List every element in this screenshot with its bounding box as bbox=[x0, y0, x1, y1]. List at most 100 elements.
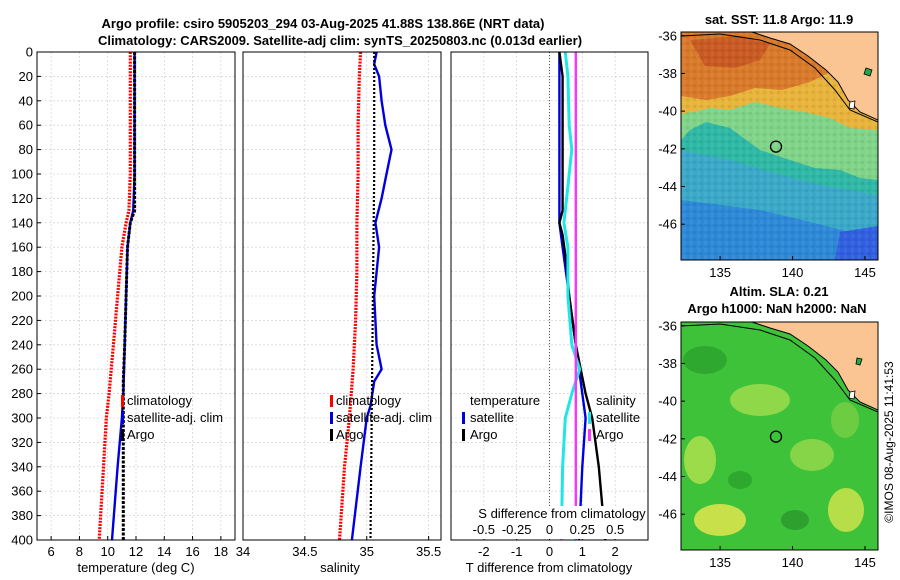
x-tick-label: 0 bbox=[546, 544, 553, 559]
legend-label-argo: Argo bbox=[127, 427, 154, 442]
difference-legend: temperature satellite Argo salinity sate… bbox=[462, 393, 640, 442]
imos-credit: ©IMOS 08-Aug-2025 11:41:53 bbox=[882, 361, 896, 523]
sla-map-title-line-2: Argo h1000: NaN h2000: NaN bbox=[687, 301, 866, 316]
x-tick-label: 34 bbox=[236, 544, 250, 559]
x-tick-label: 14 bbox=[157, 544, 171, 559]
legend-label-satellite: satellite-adj. clim bbox=[336, 410, 432, 425]
lat-tick-label: -38 bbox=[658, 66, 677, 81]
x-tick-label: 12 bbox=[129, 544, 143, 559]
legend-label-t-argo: Argo bbox=[470, 427, 497, 442]
series-t-argo bbox=[558, 51, 607, 541]
salinity-lines bbox=[337, 51, 393, 541]
sla-lat-tick-labels: -36 -38 -40 -42 -44 -46 bbox=[658, 318, 685, 522]
lon-tick-label: 145 bbox=[854, 265, 876, 280]
legend-swatch-satellite bbox=[330, 412, 333, 424]
salinity-grid bbox=[242, 51, 441, 541]
lat-tick-label: -40 bbox=[658, 394, 677, 409]
depth-tick-label: 0 bbox=[26, 45, 33, 60]
salinity-panel: 34 34.5 35 35.5 salinity climatology satell… bbox=[236, 51, 442, 575]
difference-panel: -2 -1 0 1 2 T difference from climatology S … bbox=[450, 51, 649, 575]
sla-lon-tick-labels: 135 140 145 bbox=[709, 546, 876, 570]
sst-map-frame bbox=[680, 31, 879, 261]
sst-map-title: sat. SST: 11.8 Argo: 11.9 bbox=[705, 12, 853, 27]
lon-tick-label: 140 bbox=[782, 555, 804, 570]
legend-label-t-satellite: satellite bbox=[470, 410, 514, 425]
lat-tick-label: -46 bbox=[658, 217, 677, 232]
depth-tick-label: 40 bbox=[19, 93, 33, 108]
s-axis-label-background bbox=[452, 506, 647, 539]
lat-tick-label: -40 bbox=[658, 104, 677, 119]
lon-tick-label: 140 bbox=[782, 265, 804, 280]
depth-tick-label: 80 bbox=[19, 142, 33, 157]
depth-tick-label: 340 bbox=[11, 459, 33, 474]
temperature-legend: climatology satellite-adj. clim Argo bbox=[121, 393, 223, 442]
depth-tick-labels: 0 20 40 60 80 100 120 140 160 180 200 220 240 260 280 3… bbox=[11, 45, 41, 548]
sla-land bbox=[751, 322, 878, 411]
depth-tick-label: 320 bbox=[11, 435, 33, 450]
temperature-xlabel: temperature (deg C) bbox=[77, 560, 194, 575]
difference-xlabel: T difference from climatology bbox=[466, 560, 633, 575]
series-s-satellite bbox=[559, 51, 582, 541]
x-tick-label: -1 bbox=[511, 544, 523, 559]
legend-label-s-satellite: satellite bbox=[596, 410, 640, 425]
x-tick-label: 34.5 bbox=[292, 544, 317, 559]
s-tick-label: -0.25 bbox=[502, 522, 532, 537]
title-line-1: Argo profile: csiro 5905203_294 03-Aug-2… bbox=[102, 16, 545, 31]
lat-tick-label: -36 bbox=[658, 318, 677, 333]
depth-tick-label: 200 bbox=[11, 289, 33, 304]
legend-title-salinity: salinity bbox=[596, 393, 636, 408]
s-tick-label: 0 bbox=[546, 522, 553, 537]
depth-tick-label: 140 bbox=[11, 215, 33, 230]
sst-argo-marker bbox=[769, 140, 783, 153]
x-tick-label: 2 bbox=[612, 544, 619, 559]
legend-label-climatology: climatology bbox=[336, 393, 402, 408]
temperature-panel: 0 20 40 60 80 100 120 140 160 180 200 220 240 260 280 3… bbox=[11, 45, 236, 575]
sla-argo-marker bbox=[769, 430, 783, 443]
salinity-tick-labels: 34 34.5 35 35.5 bbox=[236, 536, 441, 559]
salinity-axes-box bbox=[242, 51, 442, 541]
x-tick-label: 1 bbox=[579, 544, 586, 559]
legend-swatch-argo bbox=[330, 429, 333, 441]
legend-swatch-t-satellite bbox=[462, 412, 465, 424]
sst-land bbox=[751, 32, 878, 121]
depth-tick-label: 120 bbox=[11, 191, 33, 206]
difference-lines bbox=[558, 51, 607, 541]
lat-tick-label: -42 bbox=[658, 141, 677, 156]
depth-tick-label: 160 bbox=[11, 240, 33, 255]
sla-map-panel: Altim. SLA: 0.21 Argo h1000: NaN h2000: … bbox=[658, 284, 879, 570]
lat-tick-label: -44 bbox=[658, 179, 677, 194]
lon-tick-label: 135 bbox=[709, 265, 731, 280]
lat-tick-label: -36 bbox=[658, 28, 677, 43]
x-tick-label: 35 bbox=[360, 544, 374, 559]
legend-label-climatology: climatology bbox=[127, 393, 193, 408]
legend-swatch-s-argo bbox=[588, 429, 591, 441]
depth-tick-label: 220 bbox=[11, 313, 33, 328]
sla-contour bbox=[681, 323, 878, 413]
depth-tick-label: 260 bbox=[11, 362, 33, 377]
temperature-tick-labels: 6 8 10 12 14 16 18 bbox=[48, 536, 228, 559]
series-climatology bbox=[97, 52, 132, 541]
x-tick-label: 16 bbox=[185, 544, 199, 559]
depth-tick-label: 60 bbox=[19, 118, 33, 133]
lon-tick-label: 135 bbox=[709, 555, 731, 570]
t-difference-tick-labels: -2 -1 0 1 2 bbox=[478, 536, 619, 559]
x-tick-label: 8 bbox=[76, 544, 83, 559]
difference-grid bbox=[451, 51, 648, 541]
series-argo bbox=[369, 52, 376, 541]
x-tick-label: -2 bbox=[478, 544, 490, 559]
sst-lat-tick-labels: -36 -38 -40 -42 -44 -46 bbox=[658, 28, 685, 232]
depth-tick-label: 20 bbox=[19, 69, 33, 84]
s-difference-xlabel: S difference from climatology bbox=[478, 506, 646, 521]
series-satellite-adj-clim bbox=[350, 51, 393, 541]
lon-tick-label: 145 bbox=[854, 555, 876, 570]
legend-label-s-argo: Argo bbox=[596, 427, 623, 442]
legend-label-satellite: satellite-adj. clim bbox=[127, 410, 223, 425]
lat-tick-label: -44 bbox=[658, 469, 677, 484]
sst-map-image bbox=[681, 32, 878, 260]
legend-swatch-satellite bbox=[121, 412, 124, 424]
series-argo bbox=[121, 52, 137, 540]
x-tick-label: 10 bbox=[100, 544, 114, 559]
s-tick-label: 0.25 bbox=[570, 522, 595, 537]
depth-tick-label: 300 bbox=[11, 411, 33, 426]
